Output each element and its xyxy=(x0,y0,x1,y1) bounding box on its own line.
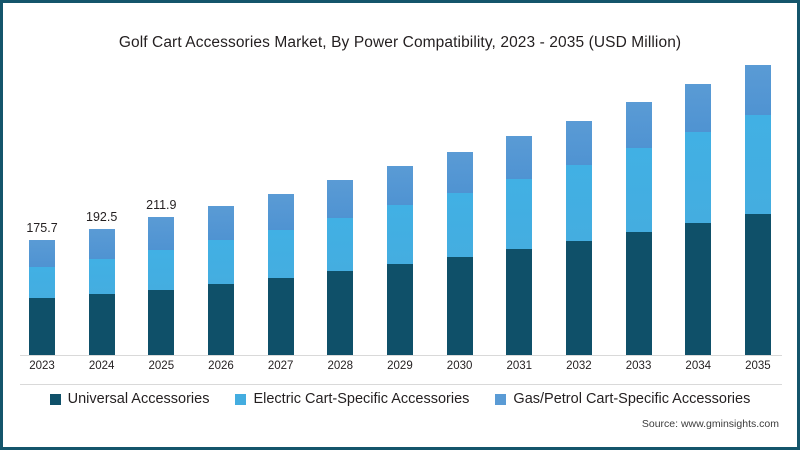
x-tick-2028: 2028 xyxy=(327,360,354,372)
bar-segment-universal[interactable] xyxy=(148,290,175,355)
bar-segment-gas[interactable] xyxy=(685,84,712,132)
x-tick-2031: 2031 xyxy=(506,360,533,372)
legend-item[interactable]: Gas/Petrol Cart-Specific Accessories xyxy=(495,391,750,407)
bar-segment-gas[interactable] xyxy=(327,180,354,218)
legend-divider xyxy=(20,384,782,385)
bar-segment-gas[interactable] xyxy=(207,206,234,240)
bar-segment-gas[interactable] xyxy=(506,136,533,179)
bar-segment-gas[interactable] xyxy=(267,194,294,230)
x-tick-2034: 2034 xyxy=(685,360,712,372)
bar-segment-electric[interactable] xyxy=(744,115,771,214)
legend-item[interactable]: Universal Accessories xyxy=(49,391,210,407)
plot-area: 175.7 192.5 211.9 xyxy=(20,63,780,355)
bar-segment-universal[interactable] xyxy=(565,241,592,355)
bar-value-label: 175.7 xyxy=(26,221,58,235)
bar-value-label: 211.9 xyxy=(146,198,177,212)
x-tick-2029: 2029 xyxy=(387,360,413,372)
bar-segment-universal[interactable] xyxy=(327,271,354,355)
bar-segment-gas[interactable] xyxy=(386,166,413,205)
legend-swatch-icon xyxy=(235,393,247,405)
bar-column[interactable] xyxy=(685,63,712,355)
legend-label: Universal Accessories xyxy=(67,391,210,407)
bar-value-label: 192.5 xyxy=(86,210,118,224)
bar-segment-universal[interactable] xyxy=(386,264,413,355)
bar-segment-universal[interactable] xyxy=(625,232,652,355)
x-tick-2033: 2033 xyxy=(625,360,652,372)
bar-segment-electric[interactable] xyxy=(327,218,354,271)
legend-label: Electric Cart-Specific Accessories xyxy=(253,391,470,407)
x-tick-2023: 2023 xyxy=(29,360,55,372)
x-axis-tick-labels: 2023 2024 2025 2026 2027 2028 2029 2030 2031 2032… xyxy=(20,360,780,378)
bar-column[interactable] xyxy=(327,63,354,355)
x-tick-2025: 2025 xyxy=(148,360,175,372)
bar-column[interactable] xyxy=(386,63,413,355)
x-tick-2026: 2026 xyxy=(208,360,234,372)
bar-column[interactable] xyxy=(625,63,652,355)
bar-column[interactable] xyxy=(267,63,294,355)
bar-series-container: 175.7 192.5 211.9 xyxy=(20,63,780,355)
x-tick-2024: 2024 xyxy=(88,360,115,372)
bar-column[interactable]: 175.7 xyxy=(26,63,58,355)
x-tick-2030: 2030 xyxy=(446,360,473,372)
bar-segment-electric[interactable] xyxy=(685,132,712,223)
bar-segment-electric[interactable] xyxy=(207,240,234,284)
bar-segment-gas[interactable] xyxy=(744,65,771,115)
bar-column[interactable] xyxy=(565,63,592,355)
legend-label: Gas/Petrol Cart-Specific Accessories xyxy=(513,391,751,407)
bar-segment-gas[interactable] xyxy=(625,102,652,148)
bar-segment-electric[interactable] xyxy=(506,179,533,249)
bar-segment-universal[interactable] xyxy=(267,278,294,355)
bar-segment-electric[interactable] xyxy=(267,230,294,278)
bar-segment-electric[interactable] xyxy=(386,205,413,264)
bar-segment-universal[interactable] xyxy=(29,298,55,355)
bar-segment-electric[interactable] xyxy=(446,193,473,257)
bar-column[interactable] xyxy=(506,63,533,355)
legend-swatch-icon xyxy=(495,393,507,405)
bar-segment-universal[interactable] xyxy=(685,223,712,355)
bar-column[interactable] xyxy=(744,63,771,355)
bar-segment-universal[interactable] xyxy=(744,214,771,355)
bar-segment-electric[interactable] xyxy=(148,250,175,290)
bar-segment-electric[interactable] xyxy=(625,148,652,232)
bar-segment-gas[interactable] xyxy=(29,240,55,267)
x-tick-2032: 2032 xyxy=(566,360,592,372)
bar-segment-gas[interactable] xyxy=(565,121,592,165)
chart-title: Golf Cart Accessories Market, By Power C… xyxy=(118,34,682,51)
bar-column[interactable] xyxy=(446,63,473,355)
bar-segment-electric[interactable] xyxy=(565,165,592,241)
bar-column[interactable] xyxy=(207,63,234,355)
chart-legend: Universal Accessories Electric Cart-Speci… xyxy=(3,391,797,407)
bar-column[interactable]: 211.9 xyxy=(146,63,177,355)
bar-segment-electric[interactable] xyxy=(29,267,55,298)
bar-segment-universal[interactable] xyxy=(506,249,533,355)
source-note: Source: www.gminsights.com xyxy=(641,418,779,430)
legend-item[interactable]: Electric Cart-Specific Accessories xyxy=(235,391,469,407)
legend-swatch-icon xyxy=(49,393,61,405)
bar-segment-gas[interactable] xyxy=(446,152,473,193)
bar-segment-universal[interactable] xyxy=(88,294,115,355)
bar-segment-electric[interactable] xyxy=(88,259,115,294)
bar-segment-universal[interactable] xyxy=(207,284,234,355)
bar-column[interactable]: 192.5 xyxy=(86,63,118,355)
bar-segment-gas[interactable] xyxy=(88,229,115,259)
bar-segment-gas[interactable] xyxy=(148,217,175,250)
bar-segment-universal[interactable] xyxy=(446,257,473,355)
x-axis-line xyxy=(20,355,782,356)
x-tick-2027: 2027 xyxy=(267,360,294,372)
x-tick-2035: 2035 xyxy=(745,360,771,372)
